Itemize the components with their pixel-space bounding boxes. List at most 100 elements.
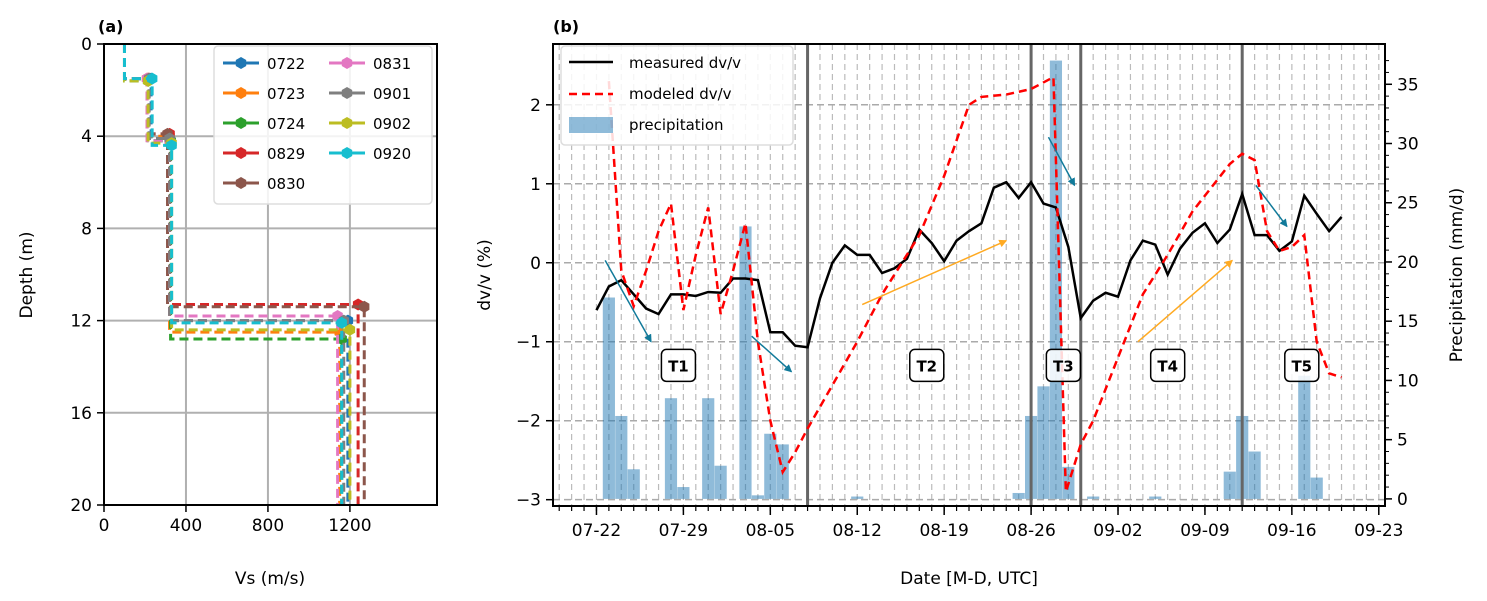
y-tick-label: 16: [70, 404, 92, 424]
x-tick-label: 08-12: [833, 521, 882, 541]
profile-line-0831: [122, 44, 340, 505]
profile-line-0902: [122, 44, 352, 505]
legend-marker-0724: [235, 117, 247, 129]
y-tick-label: 1: [530, 175, 541, 195]
legend-label: 0901: [373, 85, 411, 103]
legend-label: 0724: [267, 115, 305, 133]
legend-label: measured dv/v: [629, 54, 741, 72]
x-tick-label: 07-22: [572, 521, 621, 541]
precipitation-bar: [664, 398, 678, 499]
x-tick-label: 07-29: [659, 521, 708, 541]
panel-b-title: (b): [553, 17, 579, 36]
x-tick-label: 09-16: [1267, 521, 1316, 541]
precipitation-bar: [714, 465, 727, 499]
x-tick-label: 800: [252, 516, 284, 536]
annotation-arrow: [861, 239, 1008, 306]
y-tick-label: −3: [516, 491, 541, 511]
y-tick-label: −1: [516, 333, 541, 353]
y-tick-label-right: 10: [1397, 371, 1419, 391]
legend-precipitation-swatch: [569, 117, 613, 133]
y-tick-label-right: 15: [1397, 312, 1419, 332]
profile-marker-0902: [344, 323, 356, 336]
legend-marker-0920: [341, 147, 353, 159]
legend-label: 0902: [373, 115, 411, 133]
annotation-arrow: [751, 335, 793, 373]
precipitation-bar: [1087, 496, 1100, 499]
panel-b-xlabel: Date [M-D, UTC]: [900, 569, 1038, 589]
panel-a-xlabel: Vs (m/s): [235, 569, 305, 589]
precipitation-bar: [1049, 60, 1063, 499]
legend-label: 0830: [267, 175, 305, 193]
y-tick-label-right: 0: [1397, 490, 1408, 510]
precipitation-bar: [677, 487, 690, 499]
period-label: T1: [668, 357, 689, 375]
panel-a-title: (a): [98, 17, 123, 36]
precipitation-bar: [1012, 492, 1025, 499]
precipitation-bar: [739, 226, 752, 499]
legend-label: precipitation: [629, 116, 724, 134]
y-tick-label-right: 5: [1397, 431, 1408, 451]
legend-marker-0831: [341, 57, 353, 69]
legend-marker-0902: [341, 117, 353, 129]
period-label-box: [909, 348, 945, 383]
profile-line-0723: [122, 44, 342, 505]
y-tick-label: 12: [70, 312, 92, 332]
precipitation-bar: [1248, 451, 1261, 499]
y-tick-label-right: 30: [1397, 135, 1419, 155]
x-tick-label: 08-19: [919, 521, 968, 541]
legend-label: 0722: [267, 55, 305, 73]
annotation-arrow: [1047, 136, 1076, 187]
precipitation-bar: [764, 433, 777, 499]
precipitation-bar: [1298, 375, 1311, 499]
period-label-box: [1284, 348, 1320, 383]
period-label-box: [1149, 348, 1186, 383]
legend-label: 0920: [373, 145, 411, 163]
measured-dvv-line: [595, 179, 1343, 349]
period-label: T5: [1291, 357, 1312, 375]
precipitation-bar: [1310, 477, 1323, 499]
period-label: T2: [916, 357, 937, 375]
legend-label: modeled dv/v: [629, 85, 732, 103]
y-tick-label: 0: [81, 35, 92, 55]
legend-label: 0831: [373, 55, 411, 73]
legend-marker-0722: [235, 57, 247, 69]
x-tick-label: 09-02: [1093, 521, 1142, 541]
period-label-box: [660, 348, 697, 383]
legend-label: 0829: [267, 145, 305, 163]
legend-box: [213, 45, 433, 205]
profile-marker-0920: [166, 139, 177, 152]
legend-marker-0901: [341, 87, 353, 99]
panel-b-ylabel-right: Precipitation (mm/d): [1447, 188, 1467, 363]
x-tick-label: 1200: [328, 516, 371, 536]
period-label: T4: [1157, 357, 1178, 375]
legend-label: 0723: [267, 85, 305, 103]
panel-a-legend: 0722 0723 0724 0829 0830 0831 0901 0902 0920: [213, 45, 433, 205]
x-tick-label: 09-23: [1354, 521, 1403, 541]
profile-line-0920: [122, 44, 344, 505]
x-tick-label: 0: [99, 516, 110, 536]
period-label-box: [1045, 348, 1082, 383]
precipitation-bar: [627, 469, 640, 499]
profile-marker-0920: [336, 316, 347, 329]
y-tick-label: 4: [81, 127, 92, 147]
annotation-arrow: [604, 260, 652, 343]
y-tick-label: 0: [530, 254, 541, 274]
profile-marker-0920: [147, 72, 158, 85]
precipitation-bar: [1223, 471, 1236, 499]
annotation-arrow: [1255, 184, 1288, 228]
panel-b-legend: measured dv/v modeled dv/v precipitation: [560, 45, 794, 146]
panel-b-ylabel: dv/v (%): [475, 239, 495, 310]
annotation-arrow: [1137, 259, 1234, 343]
precipitation-bar: [751, 495, 764, 499]
precipitation-bar: [615, 415, 628, 499]
modeled-dvv-line: [607, 75, 1342, 493]
x-tick-label: 09-09: [1180, 521, 1229, 541]
x-tick-label: 400: [170, 516, 202, 536]
x-tick-label: 08-26: [1006, 521, 1055, 541]
y-tick-label: 8: [81, 219, 92, 239]
panel-a-axes-frame: [103, 43, 438, 506]
panel-a-depth-profile: 0 400 800 1200 0 4 8 12 16 20 0722 0723 0724 0829 0830…: [70, 35, 438, 536]
precipitation-bar: [1037, 386, 1050, 499]
